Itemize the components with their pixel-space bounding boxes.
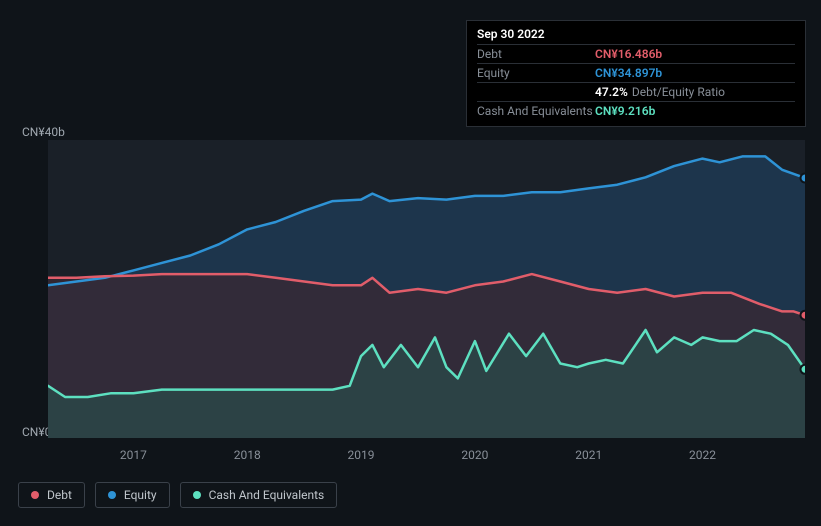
chart-tooltip: Sep 30 2022 DebtCN¥16.486bEquityCN¥34.89… xyxy=(466,20,806,127)
tooltip-row-suffix: Debt/Equity Ratio xyxy=(632,85,725,99)
tooltip-date: Sep 30 2022 xyxy=(477,27,795,44)
tooltip-row: EquityCN¥34.897b xyxy=(477,63,795,82)
tooltip-row-label xyxy=(477,85,595,99)
tooltip-row: 47.2%Debt/Equity Ratio xyxy=(477,82,795,101)
legend-item-equity[interactable]: Equity xyxy=(95,482,170,508)
chart-plot[interactable] xyxy=(48,140,805,438)
x-tick: 2021 xyxy=(575,448,602,462)
tooltip-row-value: 47.2%Debt/Equity Ratio xyxy=(595,85,725,99)
x-tick: 2022 xyxy=(689,448,716,462)
tooltip-row: Cash And EquivalentsCN¥9.216b xyxy=(477,101,795,120)
cash-marker-dot xyxy=(801,365,806,374)
tooltip-row: DebtCN¥16.486b xyxy=(477,44,795,63)
x-tick: 2019 xyxy=(348,448,375,462)
chart-container: Sep 30 2022 DebtCN¥16.486bEquityCN¥34.89… xyxy=(0,0,821,526)
x-tick: 2017 xyxy=(120,448,147,462)
legend-item-cash[interactable]: Cash And Equivalents xyxy=(180,482,338,508)
legend-label: Cash And Equivalents xyxy=(209,488,325,502)
tooltip-row-label: Debt xyxy=(477,47,595,61)
chart-area: CN¥40b CN¥0 xyxy=(0,120,821,455)
tooltip-row-value: CN¥9.216b xyxy=(595,104,655,118)
y-axis-min-label: CN¥0 xyxy=(22,425,51,439)
equity-marker-dot xyxy=(801,174,806,183)
legend-label: Debt xyxy=(47,488,72,502)
legend-dot-icon xyxy=(31,491,39,499)
tooltip-row-value: CN¥34.897b xyxy=(595,66,662,80)
y-axis-max-label: CN¥40b xyxy=(22,125,65,139)
debt-marker-dot xyxy=(801,311,806,320)
x-tick: 2018 xyxy=(234,448,261,462)
x-axis: 2017 2018 2019 2020 2021 2022 xyxy=(48,448,805,468)
x-tick: 2020 xyxy=(461,448,488,462)
legend-dot-icon xyxy=(193,491,201,499)
legend-item-debt[interactable]: Debt xyxy=(18,482,85,508)
tooltip-row-value: CN¥16.486b xyxy=(595,47,662,61)
tooltip-row-label: Cash And Equivalents xyxy=(477,104,595,118)
legend-dot-icon xyxy=(108,491,116,499)
chart-legend: Debt Equity Cash And Equivalents xyxy=(18,482,337,508)
tooltip-row-label: Equity xyxy=(477,66,595,80)
legend-label: Equity xyxy=(124,488,157,502)
